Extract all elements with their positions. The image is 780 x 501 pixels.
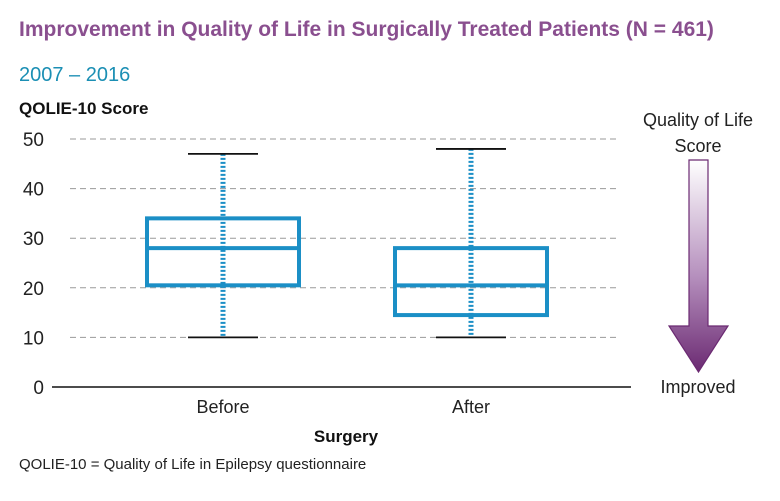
legend-improved-label: Improved bbox=[660, 377, 736, 397]
box-after bbox=[393, 148, 549, 339]
box-series bbox=[145, 148, 549, 339]
x-tick-labels: Before After bbox=[196, 397, 490, 417]
x-tick-label: Before bbox=[196, 397, 249, 417]
y-tick-label: 50 bbox=[23, 130, 44, 151]
y-tick-label: 30 bbox=[23, 229, 44, 250]
y-tick-label: 20 bbox=[23, 279, 44, 300]
improvement-arrow-icon bbox=[667, 159, 730, 374]
footnote: QOLIE-10 = Quality of Life in Epilepsy q… bbox=[19, 456, 367, 473]
y-axis-label: QOLIE-10 Score bbox=[19, 99, 149, 118]
chart-subtitle: 2007 – 2016 bbox=[19, 64, 131, 86]
x-tick-label: After bbox=[452, 397, 490, 417]
iqr-box bbox=[145, 216, 301, 288]
y-tick-labels: 0 10 20 30 40 50 bbox=[23, 130, 44, 399]
y-tick-label: 0 bbox=[33, 378, 44, 399]
y-tick-label: 40 bbox=[23, 180, 44, 201]
gridlines bbox=[70, 138, 616, 338]
y-tick-label: 10 bbox=[23, 328, 44, 349]
x-axis-label: Surgery bbox=[314, 427, 379, 446]
chart-title: Improvement in Quality of Life in Surgic… bbox=[19, 18, 714, 41]
legend-quality-label: Quality of Life Score bbox=[642, 110, 754, 156]
box-before bbox=[145, 152, 301, 339]
iqr-box bbox=[393, 246, 549, 318]
